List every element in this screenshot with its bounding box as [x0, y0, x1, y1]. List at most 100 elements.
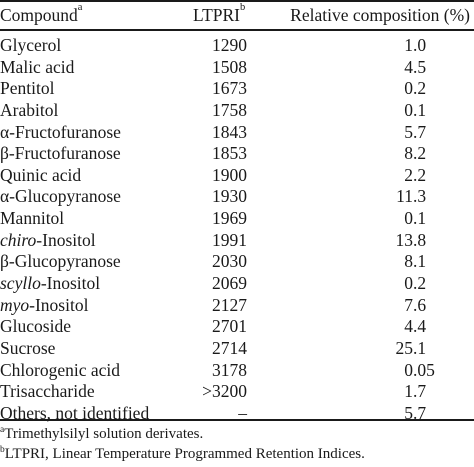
compound-name: chiro-Inositol [0, 230, 96, 252]
compound-name: Mannitol [0, 208, 64, 230]
compound-name: scyllo-Inositol [0, 273, 100, 295]
table-row: chiro-Inositol 1991 13.8 [0, 230, 474, 252]
footnote-a: aTrimethylsilyl solution derivates. [0, 424, 474, 444]
table-row: Glycerol 1290 1.0 [0, 35, 474, 57]
compound-name: Malic acid [0, 57, 74, 79]
relative-composition-value: 0.1 [404, 208, 427, 229]
table-row: β-Fructofuranose 1853 8.2 [0, 143, 474, 165]
table-row: Malic acid 1508 4.5 [0, 57, 474, 79]
compound-name-text: -Inositol [36, 229, 96, 250]
footnote-b-text: LTPRI, Linear Temperature Programmed Ret… [4, 446, 365, 462]
relative-composition-value: 13.8 [395, 229, 427, 250]
compound-name-prefix: myo [0, 294, 30, 315]
relative-composition-value: 0.1 [404, 99, 427, 120]
relative-composition-value: 5.7 [404, 402, 427, 423]
footnote-a-mark: a [0, 425, 5, 435]
compound-name-text: Mannitol [0, 208, 65, 229]
header-ltpri: LTPRIb [193, 2, 246, 27]
compound-name-text: Glycerol [0, 35, 62, 55]
compound-name: myo-Inositol [0, 295, 88, 317]
compound-name: Glycerol [0, 35, 61, 57]
table-header-rule [0, 29, 474, 31]
relative-composition-value: 25.1 [395, 337, 427, 358]
compound-name-text: Quinic acid [0, 164, 82, 185]
compound-name: Pentitol [0, 78, 54, 100]
header-compound: Compounda [0, 2, 83, 27]
ltpri-value: 1758 [212, 99, 247, 120]
footnotes: aTrimethylsilyl solution derivates. bLTP… [0, 424, 474, 464]
header-relative-composition: Relative composition (%) [290, 5, 470, 25]
ltpri-value: 1290 [212, 35, 247, 55]
compound-name-text: -Inositol [40, 273, 101, 294]
table-row: α-Fructofuranose 1843 5.7 [0, 122, 474, 144]
ltpri-value: 2701 [212, 316, 247, 337]
ltpri-value: 2069 [212, 273, 247, 294]
relative-composition-value: 8.2 [404, 143, 427, 164]
compound-name: α-Fructofuranose [0, 122, 121, 144]
compound-name-text: Pentitol [0, 78, 55, 99]
table-row: Pentitol 1673 0.2 [0, 78, 474, 100]
compound-name-text: β-Glucopyranose [0, 251, 121, 272]
ltpri-value: 1930 [212, 186, 247, 207]
compound-name: Trisaccharide [0, 381, 95, 403]
ltpri-value: 1969 [212, 208, 247, 229]
compound-name-text: Arabitol [0, 99, 59, 120]
compound-name-prefix: chiro [0, 229, 37, 250]
header-ltpri-footnote-mark: b [240, 2, 246, 13]
ltpri-value: 1853 [212, 143, 247, 164]
ltpri-value: 1843 [212, 121, 247, 142]
table-body: Glycerol 1290 1.0 Malic acid 1508 4.5 Pentitol… [0, 35, 474, 425]
header-compound-label: Compound [0, 5, 78, 25]
compound-name: α-Glucopyranose [0, 186, 121, 208]
relative-composition-value: 8.1 [404, 251, 427, 272]
table-top-rule [0, 0, 474, 2]
ltpri-value: 2030 [212, 251, 247, 272]
compound-name: Chlorogenic acid [0, 360, 120, 382]
relative-composition-value: 2.2 [404, 164, 427, 185]
ltpri-value: >3200 [202, 381, 247, 402]
table-bottom-rule [0, 419, 474, 421]
table-row: Mannitol 1969 0.1 [0, 208, 474, 230]
relative-composition-value: 11.3 [396, 186, 427, 207]
ltpri-value: 3178 [212, 359, 247, 380]
ltpri-value: 1991 [212, 229, 247, 250]
compound-name: Sucrose [0, 338, 55, 360]
relative-composition-value: 4.5 [404, 56, 427, 77]
header-compound-footnote-mark: a [77, 2, 83, 13]
table-row: α-Glucopyranose 1930 11.3 [0, 186, 474, 208]
relative-composition-value: 7.6 [404, 294, 427, 315]
footnote-b: bLTPRI, Linear Temperature Programmed Re… [0, 444, 474, 464]
relative-composition-value: 5.7 [404, 121, 427, 142]
ltpri-value: 1673 [212, 78, 247, 99]
compound-name: Arabitol [0, 100, 58, 122]
table-row: Glucoside 2701 4.4 [0, 316, 474, 338]
table-row: Arabitol 1758 0.1 [0, 100, 474, 122]
compound-name-text: α-Glucopyranose [0, 186, 121, 207]
ltpri-value: 2714 [212, 337, 247, 358]
compound-name-text: Chlorogenic acid [0, 359, 121, 380]
compound-name-text: α-Fructofuranose [0, 121, 121, 142]
compound-name-text: Trisaccharide [0, 381, 95, 402]
compound-name: β-Glucopyranose [0, 251, 121, 273]
compound-name-text: -Inositol [29, 294, 89, 315]
ltpri-value: 1900 [212, 164, 247, 185]
table-row: Chlorogenic acid 3178 0.05 [0, 360, 474, 382]
compound-name-prefix: scyllo [0, 273, 41, 294]
ltpri-value: 2127 [212, 294, 247, 315]
relative-composition-value: 0.2 [404, 78, 427, 99]
footnote-a-text: Trimethylsilyl solution derivates. [4, 426, 204, 442]
relative-composition-value: 1.0 [404, 35, 427, 55]
compound-name: Glucoside [0, 316, 71, 338]
compound-name-text: Others, not identified [0, 402, 150, 423]
compound-name-text: Sucrose [0, 337, 56, 358]
table-row: myo-Inositol 2127 7.6 [0, 295, 474, 317]
footnote-b-mark: b [0, 445, 5, 455]
table-row: Quinic acid 1900 2.2 [0, 165, 474, 187]
compound-name-text: β-Fructofuranose [0, 143, 121, 164]
compound-name: Others, not identified [0, 403, 149, 425]
relative-composition-value: 0.05 [404, 359, 435, 380]
header-ltpri-label: LTPRI [193, 5, 241, 25]
ltpri-value: 1508 [212, 56, 247, 77]
table-row: Sucrose 2714 25.1 [0, 338, 474, 360]
